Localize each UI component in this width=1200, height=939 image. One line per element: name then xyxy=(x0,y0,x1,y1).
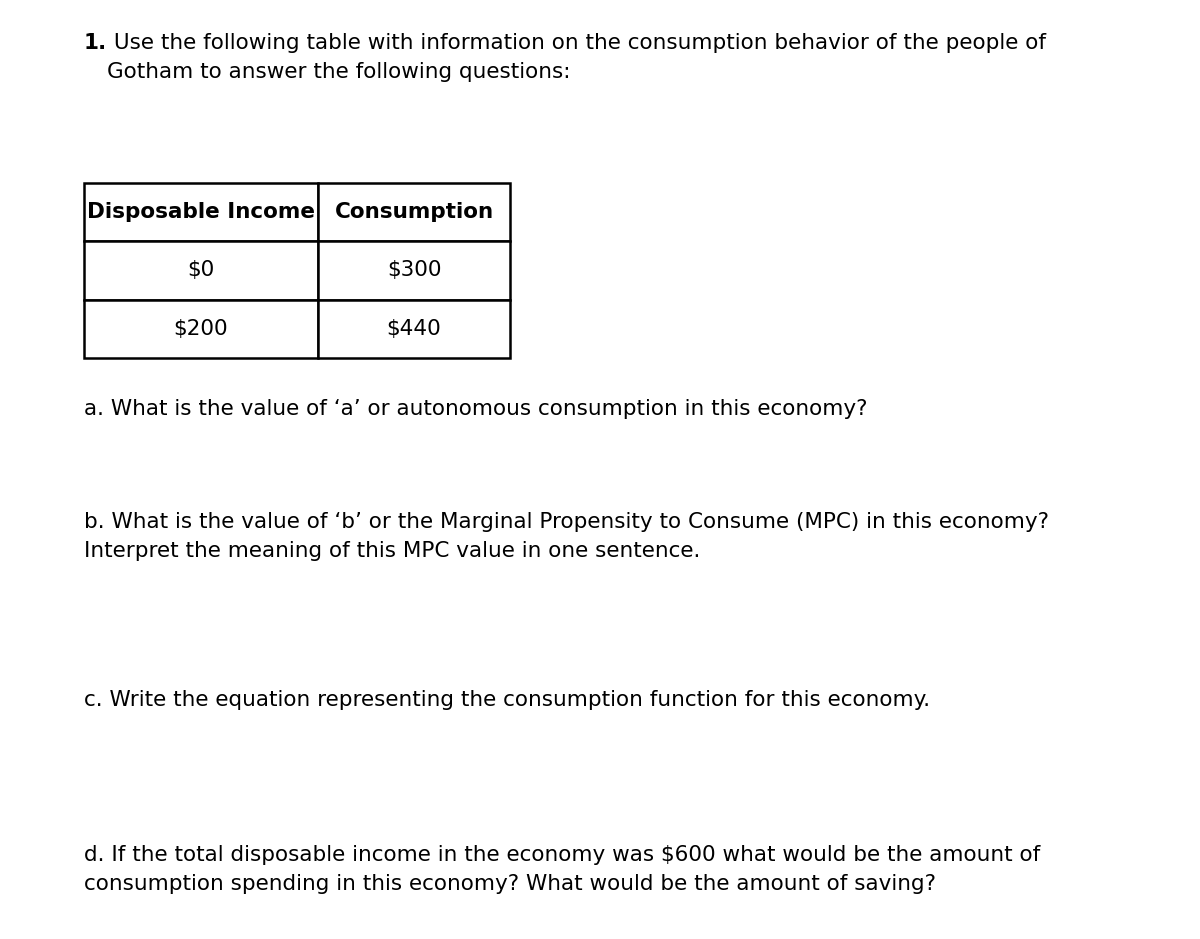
Text: Use the following table with information on the consumption behavior of the peop: Use the following table with information… xyxy=(107,33,1046,82)
Text: $200: $200 xyxy=(174,318,228,339)
Bar xyxy=(84,241,318,300)
Text: $0: $0 xyxy=(187,260,215,281)
Text: Consumption: Consumption xyxy=(335,202,493,223)
Text: d. If the total disposable income in the economy was $600 what would be the amou: d. If the total disposable income in the… xyxy=(84,845,1040,894)
Text: Disposable Income: Disposable Income xyxy=(88,202,314,223)
Bar xyxy=(318,300,510,358)
Text: c. Write the equation representing the consumption function for this economy.: c. Write the equation representing the c… xyxy=(84,690,930,710)
Bar xyxy=(84,183,318,241)
Text: $300: $300 xyxy=(386,260,442,281)
Bar xyxy=(318,241,510,300)
Text: a. What is the value of ‘a’ or autonomous consumption in this economy?: a. What is the value of ‘a’ or autonomou… xyxy=(84,399,868,419)
Text: b. What is the value of ‘b’ or the Marginal Propensity to Consume (MPC) in this : b. What is the value of ‘b’ or the Margi… xyxy=(84,512,1049,561)
Bar xyxy=(84,300,318,358)
Text: $440: $440 xyxy=(386,318,442,339)
Bar xyxy=(318,183,510,241)
Text: 1.: 1. xyxy=(84,33,107,53)
